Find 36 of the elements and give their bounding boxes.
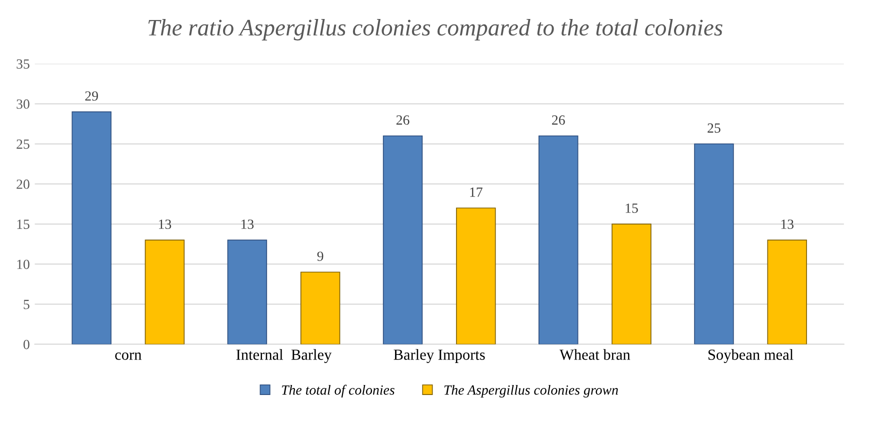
bar xyxy=(767,240,807,344)
bar xyxy=(382,135,423,344)
y-tick-label: 15 xyxy=(17,220,30,229)
x-tick-label: corn xyxy=(115,352,142,360)
y-tick-label: 25 xyxy=(16,140,30,149)
bar xyxy=(538,135,578,344)
data-label: 15 xyxy=(626,204,638,213)
data-label: 13 xyxy=(241,220,254,229)
x-tick-label: Barley Imports xyxy=(394,349,485,364)
y-tick-label: 35 xyxy=(16,59,30,69)
x-tick-label: Internal Barley xyxy=(236,349,332,364)
bar xyxy=(612,224,652,344)
legend-label: The Aspergillus colonies grown xyxy=(444,384,618,398)
data-label: 29 xyxy=(85,91,98,101)
x-tick-label: Wheat bran xyxy=(560,349,630,360)
data-label: 13 xyxy=(781,220,794,229)
y-tick-label: 30 xyxy=(16,99,30,109)
bar xyxy=(694,143,734,344)
data-label: 26 xyxy=(552,115,565,125)
bar xyxy=(227,240,268,344)
y-tick-label: 5 xyxy=(24,300,30,310)
legend-label: The total of colonies xyxy=(282,384,394,398)
y-tick-label: 20 xyxy=(16,180,30,189)
data-label: 9 xyxy=(317,252,324,261)
bar xyxy=(300,272,340,344)
data-label: 25 xyxy=(708,123,720,133)
bar xyxy=(456,208,496,344)
x-tick-label: Soybean meal xyxy=(708,349,794,364)
bar xyxy=(144,240,185,344)
data-label: 17 xyxy=(470,188,482,197)
bar xyxy=(72,111,112,344)
y-tick-label: 0 xyxy=(24,340,30,350)
y-tick-label: 10 xyxy=(17,260,30,270)
data-label: 26 xyxy=(396,115,410,125)
chart-title: The ratio Aspergillus colonies compared to the total colonies xyxy=(148,19,722,40)
data-label: 13 xyxy=(159,220,172,229)
